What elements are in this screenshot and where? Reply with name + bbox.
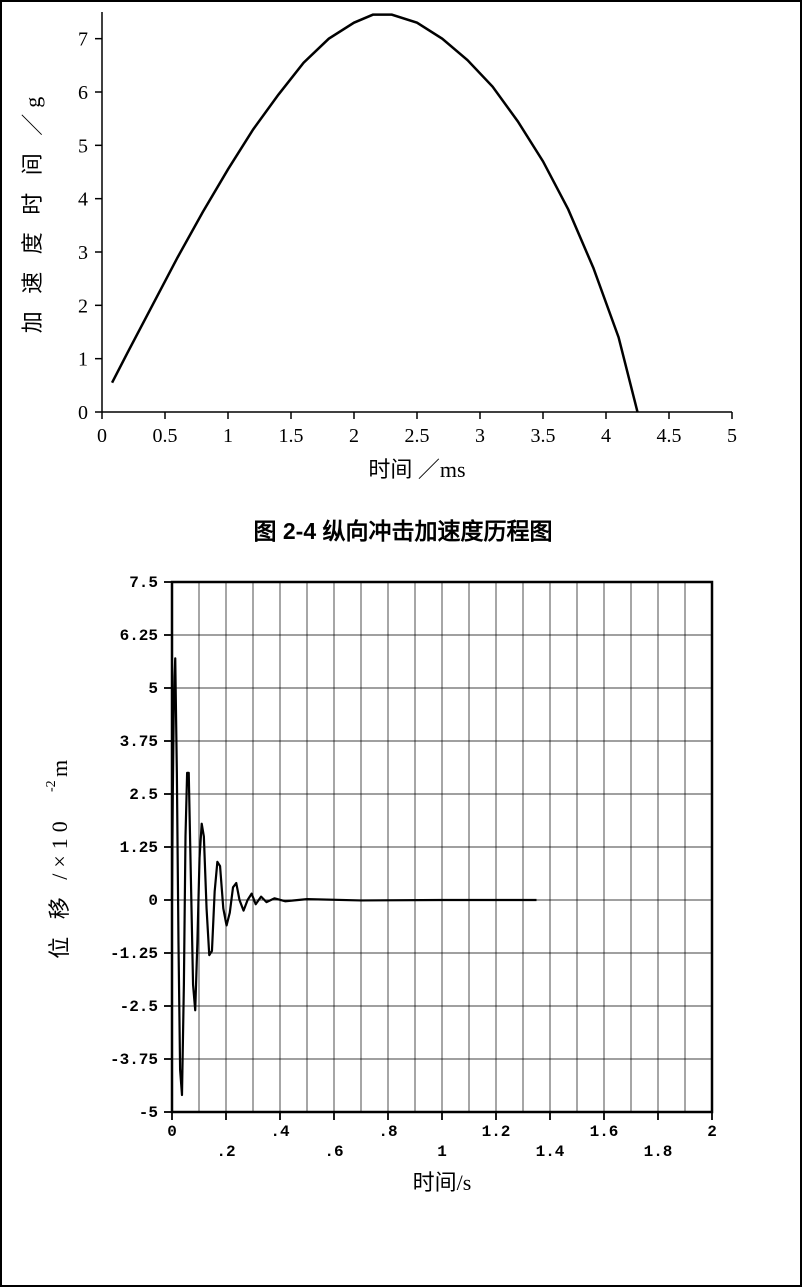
svg-text:0: 0: [148, 892, 158, 910]
svg-text:-5: -5: [139, 1104, 158, 1122]
svg-text:1.4: 1.4: [536, 1143, 565, 1161]
svg-text:1.6: 1.6: [590, 1123, 619, 1141]
page-container: 00.511.522.533.544.5501234567时间 ／ms加 速 度…: [0, 0, 802, 1287]
chart2: 0 .4 .8 1.2 1.6 2 .2 .6 1 1.4 1.8 -5 -3.75 -2.5 -1.25 0…: [2, 2, 782, 1267]
svg-text:.6: .6: [324, 1143, 343, 1161]
svg-text:.4: .4: [270, 1123, 290, 1141]
svg-text:2.5: 2.5: [129, 786, 158, 804]
svg-text:2: 2: [707, 1123, 717, 1141]
svg-text:时间/s: 时间/s: [413, 1170, 472, 1195]
svg-text:1: 1: [437, 1143, 447, 1161]
svg-text:5: 5: [148, 680, 158, 698]
svg-text:6.25: 6.25: [120, 627, 158, 645]
svg-text:7.5: 7.5: [129, 574, 158, 592]
svg-text:-2.5: -2.5: [120, 998, 158, 1016]
svg-text:m: m: [47, 760, 72, 777]
svg-text:.8: .8: [378, 1123, 397, 1141]
svg-text:1.8: 1.8: [644, 1143, 673, 1161]
svg-text:3.75: 3.75: [120, 733, 158, 751]
svg-text:-2: -2: [44, 780, 59, 792]
svg-text:-3.75: -3.75: [110, 1051, 158, 1069]
svg-text:1.25: 1.25: [120, 839, 158, 857]
svg-text:位 移 /×10: 位 移 /×10: [47, 815, 72, 959]
svg-text:0: 0: [167, 1123, 177, 1141]
svg-text:-1.25: -1.25: [110, 945, 158, 963]
svg-text:1.2: 1.2: [482, 1123, 511, 1141]
svg-text:.2: .2: [216, 1143, 235, 1161]
chart2-svg: 0 .4 .8 1.2 1.6 2 .2 .6 1 1.4 1.8 -5 -3.75 -2.5 -1.25 0…: [2, 2, 782, 1262]
